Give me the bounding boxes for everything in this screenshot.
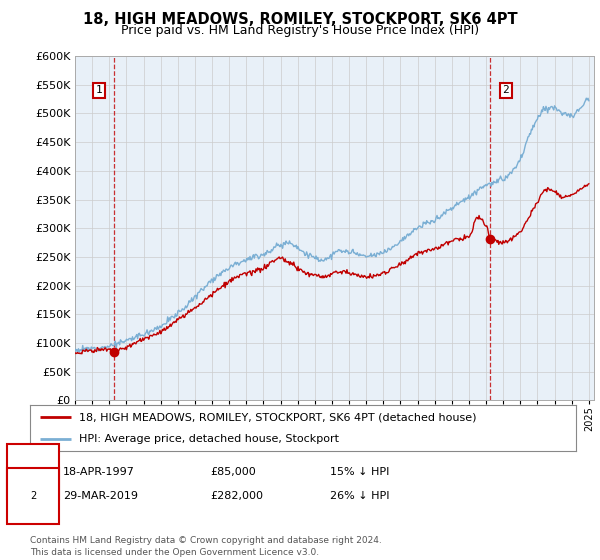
Text: 1: 1	[95, 86, 103, 95]
Text: 26% ↓ HPI: 26% ↓ HPI	[330, 491, 389, 501]
Text: £282,000: £282,000	[210, 491, 263, 501]
Text: 1: 1	[30, 466, 36, 477]
Text: HPI: Average price, detached house, Stockport: HPI: Average price, detached house, Stoc…	[79, 435, 339, 444]
Text: 18-APR-1997: 18-APR-1997	[63, 466, 135, 477]
Text: Contains HM Land Registry data © Crown copyright and database right 2024.
This d: Contains HM Land Registry data © Crown c…	[30, 536, 382, 557]
Text: 2: 2	[30, 491, 36, 501]
Text: Price paid vs. HM Land Registry's House Price Index (HPI): Price paid vs. HM Land Registry's House …	[121, 24, 479, 36]
Text: 2: 2	[502, 86, 509, 95]
Text: 15% ↓ HPI: 15% ↓ HPI	[330, 466, 389, 477]
Text: 29-MAR-2019: 29-MAR-2019	[63, 491, 138, 501]
Text: £85,000: £85,000	[210, 466, 256, 477]
Text: 18, HIGH MEADOWS, ROMILEY, STOCKPORT, SK6 4PT (detached house): 18, HIGH MEADOWS, ROMILEY, STOCKPORT, SK…	[79, 412, 476, 422]
Text: 18, HIGH MEADOWS, ROMILEY, STOCKPORT, SK6 4PT: 18, HIGH MEADOWS, ROMILEY, STOCKPORT, SK…	[83, 12, 517, 27]
